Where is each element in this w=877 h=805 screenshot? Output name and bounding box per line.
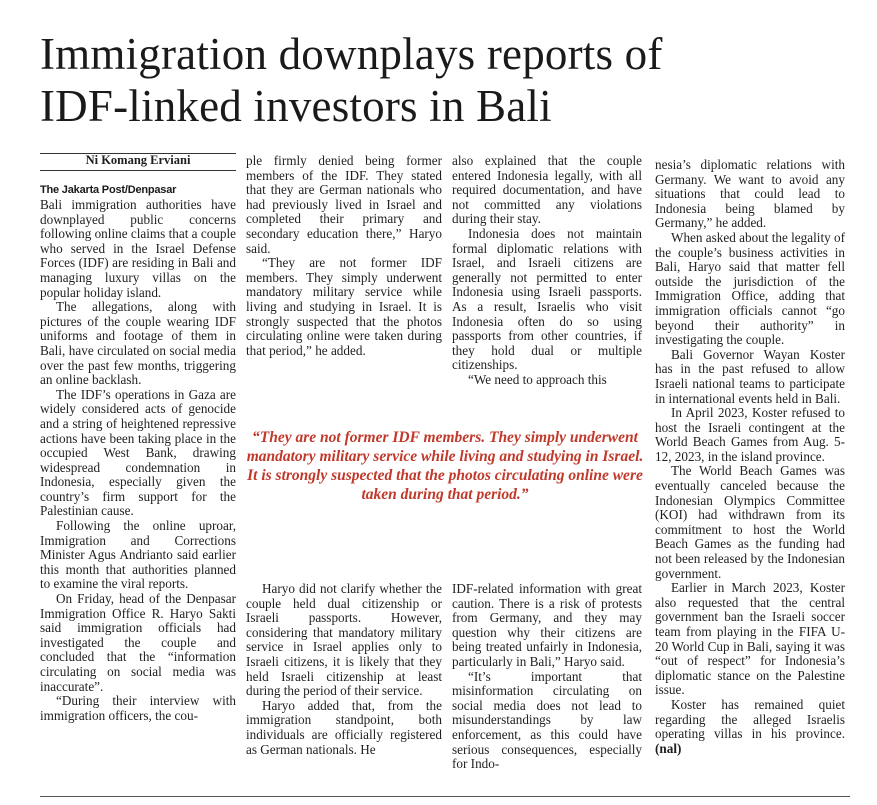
paragraph: Bali immigration authorities have downpl… <box>40 197 236 300</box>
paragraph: When asked about the legality of the cou… <box>655 229 845 348</box>
paragraph: The IDF’s operations in Gaza are widely … <box>40 386 236 519</box>
paragraph: The World Beach Games was eventually can… <box>655 463 845 581</box>
paragraph-text: Koster has remained quiet regarding the … <box>655 696 845 742</box>
pull-quote: “They are not former IDF members. They s… <box>246 429 644 503</box>
paragraph: “We need to approach this <box>468 371 607 387</box>
bottom-rule <box>40 796 850 797</box>
column-3-top: also explained that the couple entered I… <box>452 153 642 388</box>
paragraph: In April 2023, Koster refused to host th… <box>655 405 845 464</box>
paragraph: Haryo added that, from the immigration s… <box>246 697 442 757</box>
column-2-top: ple firmly denied being former members o… <box>246 153 442 358</box>
byline-bottom-rule <box>40 170 236 171</box>
paragraph: Haryo did not clarify whether the couple… <box>246 581 442 699</box>
paragraph: On Friday, head of the Denpasar Immigrat… <box>40 591 236 694</box>
column-1: Bali immigration authorities have downpl… <box>40 197 236 723</box>
byline-top-rule <box>40 153 236 154</box>
column-2-bottom: Haryo did not clarify whether the couple… <box>246 581 442 757</box>
signoff: (nal) <box>655 740 682 756</box>
paragraph: “During their interview with immigration… <box>40 693 236 723</box>
paragraph: Earlier in March 2023, Koster also reque… <box>655 580 845 698</box>
dateline: The Jakarta Post/Denpasar <box>40 184 177 196</box>
headline: Immigration downplays reports of IDF-lin… <box>40 28 860 132</box>
paragraph: ple firmly denied being former members o… <box>246 153 442 256</box>
paragraph: Indonesia does not maintain formal diplo… <box>452 225 642 373</box>
paragraph: “They are not former IDF members. They s… <box>246 255 442 358</box>
headline-line-1: Immigration downplays reports of <box>40 29 663 79</box>
final-paragraph: Koster has remained quiet regarding the … <box>655 696 845 756</box>
paragraph: Bali Governor Wayan Koster has in the pa… <box>655 346 845 406</box>
paragraph: “It’s important that misinformation circ… <box>452 668 642 772</box>
column-3-bottom: IDF-related information with great cauti… <box>452 581 642 772</box>
byline: Ni Komang Erviani <box>85 153 191 167</box>
column-4: nesia’s diplomatic relations with German… <box>655 157 845 756</box>
paragraph: The allegations, along with pictures of … <box>40 299 236 388</box>
paragraph: nesia’s diplomatic relations with German… <box>655 157 845 231</box>
paragraph: IDF-related information with great cauti… <box>452 581 642 669</box>
paragraph: Following the online uproar, Immigration… <box>40 518 236 592</box>
paragraph: also explained that the couple entered I… <box>452 153 642 227</box>
headline-line-2: IDF-linked investors in Bali <box>40 81 552 131</box>
